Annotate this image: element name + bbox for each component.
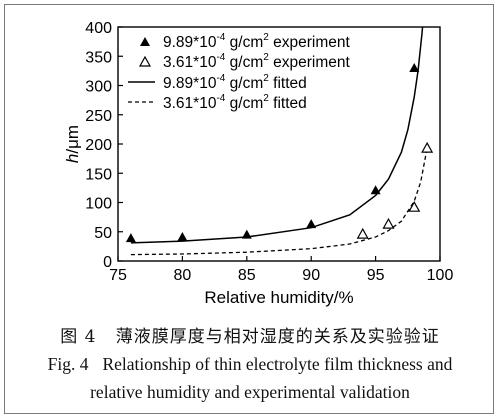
svg-text:9.89*10-4 g/cm2 fitted: 9.89*10-4 g/cm2 fitted [163, 73, 307, 92]
y-axis-ticks: 0 50 100 150 200 250 300 350 400 [85, 20, 123, 271]
legend-item-2: 3.61*10-4 g/cm2 experiment [138, 52, 351, 71]
data-point-open-triangle [356, 227, 369, 239]
svg-text:3.61*10-4 g/cm2 experiment: 3.61*10-4 g/cm2 experiment [163, 52, 351, 71]
y-tick-label: 100 [85, 196, 112, 213]
caption-cn-text: 薄液膜厚度与相对湿度的关系及实验验证 [115, 327, 440, 347]
caption-english-line1: Fig. 4 Relationship of thin electrolyte f… [0, 354, 500, 375]
y-tick-label: 150 [85, 166, 112, 183]
caption-cn-fig: 图 4 [60, 327, 97, 347]
data-markers [125, 62, 434, 243]
data-point-filled-triangle [177, 232, 188, 242]
fitted-line-9-89 [130, 27, 424, 244]
svg-text:3.61*10-4 g/cm2 fitted: 3.61*10-4 g/cm2 fitted [163, 93, 307, 112]
legend-item-3: 9.89*10-4 g/cm2 fitted [128, 73, 307, 92]
data-point-filled-triangle [306, 219, 317, 229]
data-point-filled-triangle [409, 62, 420, 72]
legend-marker-open-triangle [138, 55, 152, 67]
data-point-filled-triangle [370, 185, 381, 195]
x-tick-label: 90 [302, 267, 320, 284]
legend-marker-filled-triangle [140, 37, 150, 46]
y-tick-label: 250 [85, 108, 112, 125]
x-axis-label: Relative humidity/% [204, 288, 353, 307]
y-tick-label: 300 [85, 79, 112, 96]
legend-item-4: 3.61*10-4 g/cm2 fitted [128, 93, 307, 112]
svg-text:9.89*10-4 g/cm2 experiment: 9.89*10-4 g/cm2 experiment [163, 32, 351, 51]
x-tick-label: 85 [238, 267, 256, 284]
y-tick-label: 0 [103, 254, 112, 271]
y-tick-label: 350 [85, 49, 112, 66]
x-tick-label: 75 [109, 267, 127, 284]
data-point-filled-triangle [125, 233, 136, 243]
x-tick-label: 95 [367, 267, 385, 284]
chart: 75 80 85 90 95 100 0 50 100 150 200 250 300 350 400 R… [63, 20, 453, 307]
legend: 9.89*10-4 g/cm2 experiment 3.61*10-4 g/c… [128, 32, 351, 112]
caption-en-fig: Fig. 4 [47, 354, 89, 374]
caption-chinese: 图 4 薄液膜厚度与相对湿度的关系及实验验证 [0, 322, 500, 347]
y-tick-label: 200 [85, 137, 112, 154]
x-axis-ticks: 75 80 85 90 95 100 [109, 256, 453, 284]
y-axis-label: h/μm [63, 125, 82, 163]
fitted-line-3-61 [130, 147, 428, 256]
caption-en-line2: relative humidity and experimental valid… [90, 382, 410, 402]
caption-english-line2: relative humidity and experimental valid… [0, 382, 500, 403]
caption-en-line1: Relationship of thin electrolyte film th… [102, 354, 453, 374]
x-tick-label: 80 [174, 267, 192, 284]
legend-item-1: 9.89*10-4 g/cm2 experiment [140, 32, 351, 51]
y-tick-label: 400 [85, 20, 112, 37]
figure-frame [4, 4, 494, 414]
x-tick-label: 100 [427, 267, 454, 284]
data-point-filled-triangle [241, 229, 252, 239]
data-point-open-triangle [382, 217, 395, 229]
y-tick-label: 50 [94, 225, 112, 242]
data-point-open-triangle [421, 141, 434, 153]
data-point-open-triangle [408, 200, 421, 212]
